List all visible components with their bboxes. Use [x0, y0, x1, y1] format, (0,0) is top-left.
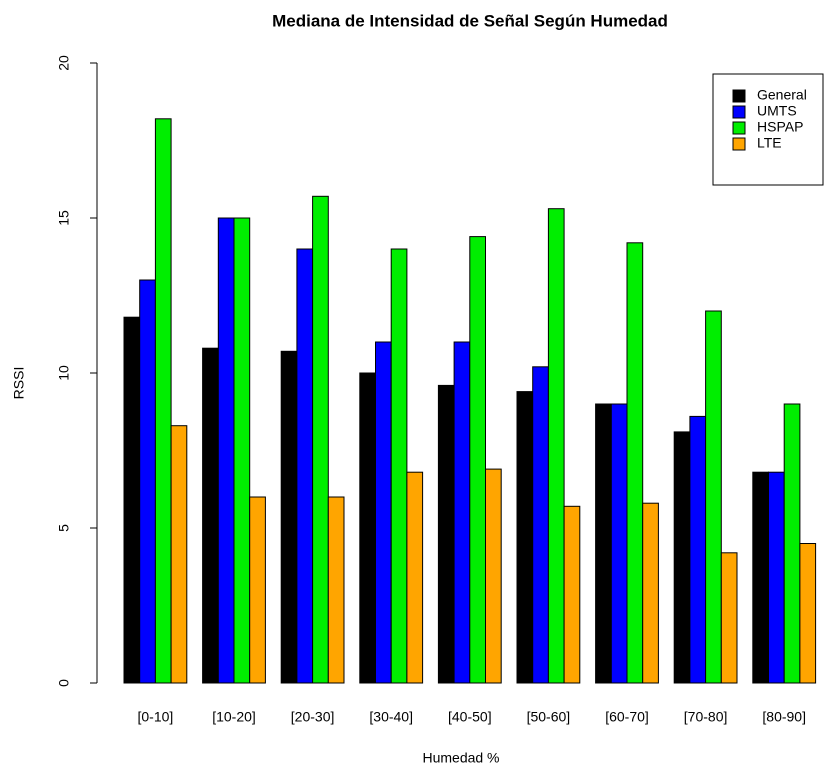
bar — [768, 471, 785, 684]
chart-title: Mediana de Intensidad de Señal Según Hum… — [272, 11, 668, 30]
bar — [705, 310, 722, 684]
bar — [202, 347, 219, 684]
bar — [516, 391, 534, 684]
legend-box — [712, 73, 824, 186]
bar — [673, 431, 691, 684]
bar — [233, 217, 251, 684]
bar — [595, 403, 612, 684]
bar — [170, 425, 188, 684]
legend-label: HSPAP — [757, 119, 803, 135]
bar — [547, 208, 565, 684]
bar — [783, 403, 801, 684]
bar — [154, 118, 172, 684]
legend-swatch — [732, 89, 746, 103]
x-tick-label: [50-60] — [527, 709, 571, 725]
bar — [437, 384, 455, 684]
x-tick-label: [70-80] — [684, 709, 728, 725]
x-axis-label: Humedad % — [422, 750, 499, 766]
bar — [485, 468, 502, 684]
legend-label: LTE — [757, 135, 782, 151]
bar — [139, 279, 156, 684]
bar — [359, 372, 376, 684]
bar — [453, 341, 471, 684]
bar — [312, 195, 329, 684]
bar — [642, 502, 659, 684]
bar — [469, 236, 486, 684]
legend-swatch — [732, 137, 746, 151]
bar — [327, 496, 345, 684]
bar — [123, 316, 141, 684]
bar — [610, 403, 628, 684]
bar — [375, 341, 392, 684]
x-tick-label: [20-30] — [291, 709, 335, 725]
legend-label: UMTS — [757, 103, 797, 119]
bar — [626, 242, 644, 684]
y-tick-label: 20 — [56, 55, 72, 71]
y-tick-label: 5 — [56, 524, 72, 532]
bar — [406, 471, 424, 684]
bar — [280, 350, 298, 684]
bar — [752, 471, 769, 684]
legend-swatch — [732, 121, 746, 135]
x-tick-label: [10-20] — [212, 709, 256, 725]
x-tick-label: [40-50] — [448, 709, 492, 725]
bar — [799, 543, 817, 684]
bar — [390, 248, 408, 684]
legend-label: General — [757, 87, 807, 103]
x-tick-label: [80-90] — [762, 709, 806, 725]
x-tick-label: [60-70] — [605, 709, 649, 725]
bar — [217, 217, 235, 684]
bar — [249, 496, 266, 684]
y-axis-label: RSSI — [11, 367, 27, 400]
bar — [720, 552, 738, 684]
bar — [689, 415, 707, 684]
y-tick-label: 15 — [56, 210, 72, 226]
x-tick-label: [0-10] — [137, 709, 173, 725]
bar — [532, 366, 549, 684]
legend-swatch — [732, 105, 746, 119]
x-tick-label: [30-40] — [369, 709, 413, 725]
bar — [563, 505, 581, 684]
bar — [296, 248, 314, 684]
y-tick-label: 0 — [56, 679, 72, 687]
y-tick-label: 10 — [56, 365, 72, 381]
